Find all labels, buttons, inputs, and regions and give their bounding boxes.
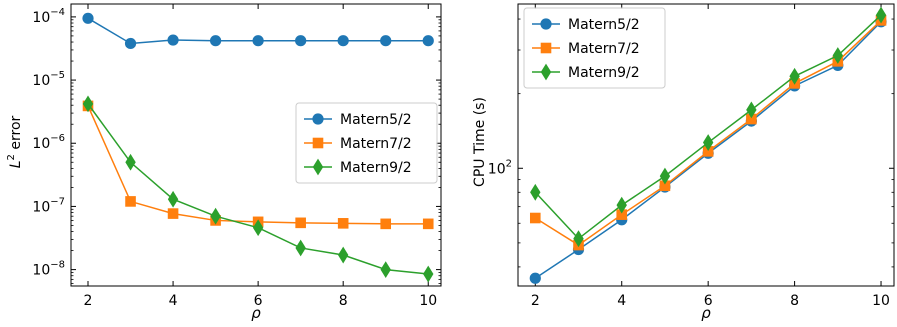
legend-marker: [312, 158, 324, 176]
data-point: [210, 207, 221, 225]
legend-label: Matern5/2: [568, 17, 640, 33]
series-matern5-2: [82, 12, 434, 50]
data-point: [82, 12, 94, 24]
legend-label: Matern9/2: [340, 160, 412, 176]
data-point: [380, 35, 392, 47]
y-tick-exponent: −5: [50, 70, 65, 81]
legend-marker: [312, 113, 324, 125]
y-tick-exponent: −7: [50, 196, 65, 207]
x-tick-label: 6: [704, 293, 713, 309]
data-point: [875, 6, 887, 24]
data-point: [529, 272, 541, 284]
data-point: [167, 190, 179, 208]
y-tick-base: 10: [32, 136, 50, 152]
y-tick-label: 10−4: [32, 7, 65, 26]
legend-label: Matern9/2: [568, 65, 640, 81]
data-point: [337, 218, 349, 229]
y-axis-label-base: L: [8, 160, 24, 168]
y-tick-base: 10: [32, 10, 50, 26]
x-tick-label: 4: [617, 293, 626, 309]
y-tick-base: 10: [32, 73, 50, 89]
legend-box: [523, 7, 666, 89]
axes-frame: [517, 3, 895, 287]
data-point: [380, 218, 392, 230]
legend-label: Matern5/2: [340, 112, 412, 128]
data-point: [380, 261, 391, 278]
data-point: [789, 67, 800, 85]
data-point: [167, 34, 179, 46]
data-point: [167, 208, 179, 219]
y-tick-exponent: 2: [506, 158, 512, 169]
legend-marker: [312, 137, 324, 149]
y-axis-label: CPU Time (s): [472, 97, 488, 187]
y-tick-exponent: −4: [50, 7, 65, 18]
legend-marker: [540, 18, 552, 30]
data-point: [295, 35, 307, 47]
y-axis-label-rest: error: [8, 115, 24, 154]
legend-marker: [540, 63, 552, 81]
data-point: [832, 47, 844, 64]
x-tick-label: 10: [419, 293, 437, 309]
data-point: [746, 113, 757, 125]
data-point: [295, 239, 306, 257]
data-point: [702, 134, 714, 151]
y-tick-base: 10: [32, 263, 50, 279]
data-point: [573, 230, 584, 248]
x-tick-label: 4: [169, 293, 178, 309]
data-point: [616, 209, 628, 220]
x-axis-label: ρ: [251, 304, 261, 322]
y-axis-label: L2 error: [6, 115, 24, 168]
data-point: [616, 196, 627, 214]
y-tick-label: 102: [488, 158, 512, 177]
data-point: [659, 167, 671, 185]
y-tick-label: 10−7: [32, 196, 65, 215]
data-point: [529, 212, 541, 224]
data-point: [659, 180, 671, 192]
y-tick-label: 10−6: [32, 133, 65, 152]
data-point: [423, 265, 434, 283]
legend-label: Matern7/2: [568, 41, 640, 57]
legend-marker: [540, 42, 552, 54]
data-point: [337, 35, 349, 47]
data-point: [252, 35, 264, 47]
series-matern9-2: [530, 6, 887, 248]
data-point: [252, 219, 264, 237]
data-point: [125, 153, 136, 171]
y-tick-exponent: −6: [50, 133, 65, 144]
data-point: [530, 183, 541, 201]
y-tick-base: 10: [32, 199, 50, 215]
legend: Matern5/2 Matern7/2 Matern9/2: [295, 102, 438, 184]
axes-frame: [70, 3, 442, 287]
y-tick-exponent: −8: [50, 260, 65, 271]
y-tick-base: 10: [488, 161, 506, 177]
data-point: [295, 217, 306, 229]
x-tick-label: 2: [84, 293, 93, 309]
data-point: [124, 37, 137, 50]
legend: Matern5/2 Matern7/2 Matern9/2: [523, 7, 666, 89]
data-point: [82, 95, 94, 113]
data-point: [337, 246, 349, 264]
x-tick-label: 8: [790, 293, 799, 309]
x-axis-label: ρ: [701, 304, 711, 322]
x-tick-label: 8: [339, 293, 348, 309]
y-tick-label: 10−8: [32, 260, 65, 279]
y-tick-label: 10−5: [32, 70, 65, 89]
legend-label: Matern7/2: [340, 136, 412, 152]
data-point: [746, 101, 757, 119]
x-tick-label: 6: [254, 293, 263, 309]
data-point: [125, 196, 136, 207]
series-matern9-2: [82, 95, 434, 283]
data-point: [422, 35, 434, 47]
data-point: [209, 35, 222, 47]
x-tick-label: 10: [872, 293, 890, 309]
x-tick-label: 2: [531, 293, 540, 309]
legend-box: [295, 102, 438, 184]
y-axis-label-sup: 2: [6, 154, 17, 160]
data-point: [702, 146, 714, 157]
data-point: [422, 218, 434, 230]
